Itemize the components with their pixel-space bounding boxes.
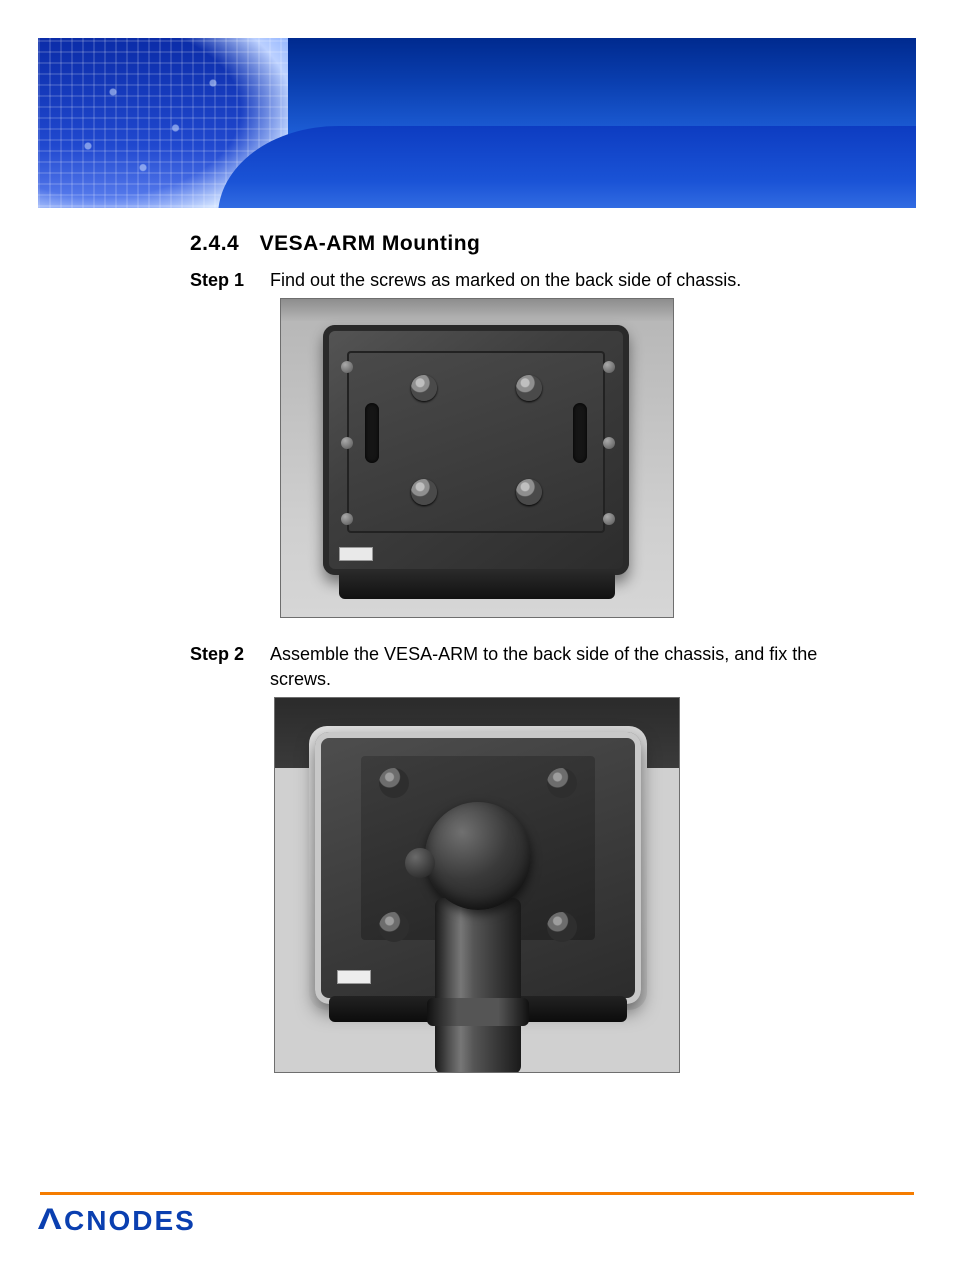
figure-2-wrap — [60, 697, 894, 1073]
fig2-vesa-screw-br — [547, 912, 577, 942]
page: 2.4.4 VESA-ARM Mounting Step 1 Find out … — [0, 38, 954, 1273]
step-2-text: Assemble the VESA-ARM to the back side o… — [270, 642, 864, 691]
fig1-keyhole-right — [573, 403, 587, 463]
fig2-arm-collar — [427, 998, 529, 1026]
section-title: VESA-ARM Mounting — [260, 232, 481, 255]
fig1-table-edge — [281, 299, 673, 321]
fig2-arm-knob — [405, 848, 435, 878]
step-1-label: Step 1 — [190, 268, 270, 292]
step-1-text: Find out the screws as marked on the bac… — [270, 268, 864, 292]
figure-1 — [280, 298, 674, 618]
fig1-sticker — [339, 547, 373, 561]
section-number: 2.4.4 — [190, 232, 239, 255]
figure-1-wrap — [60, 298, 894, 618]
figure-2 — [274, 697, 680, 1073]
logo-glyph-icon: Λ — [38, 1205, 64, 1235]
fig2-arm-post — [435, 898, 521, 1073]
fig2-arm-joint — [425, 802, 531, 910]
fig2-vesa-screw-tl — [379, 768, 409, 798]
footer-logo: Λ CNODES — [40, 1205, 196, 1237]
footer-rule — [40, 1192, 914, 1195]
content-area: 2.4.4 VESA-ARM Mounting Step 1 Find out … — [60, 232, 894, 1073]
banner-baseline — [38, 208, 916, 218]
fig1-chassis-base — [339, 569, 615, 599]
fig2-vesa-screw-bl — [379, 912, 409, 942]
section-heading: 2.4.4 VESA-ARM Mounting — [190, 232, 894, 256]
step-2: Step 2 Assemble the VESA-ARM to the back… — [190, 642, 864, 691]
fig1-back-plate — [347, 351, 605, 533]
fig2-vesa-screw-tr — [547, 768, 577, 798]
logo-text: CNODES — [64, 1205, 196, 1237]
header-banner — [38, 38, 916, 218]
fig1-keyhole-left — [365, 403, 379, 463]
step-1: Step 1 Find out the screws as marked on … — [190, 268, 864, 292]
fig2-sticker — [337, 970, 371, 984]
banner-swoop — [218, 126, 916, 218]
step-2-label: Step 2 — [190, 642, 270, 691]
